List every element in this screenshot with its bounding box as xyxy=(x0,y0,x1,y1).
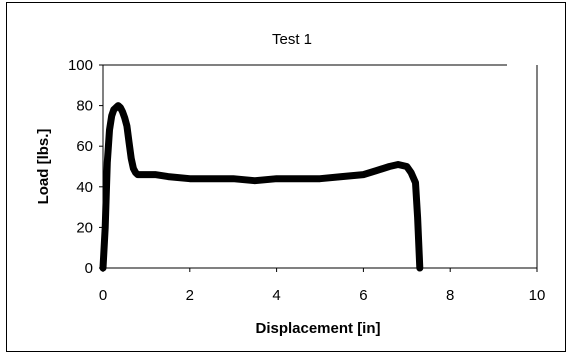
y-tick-label: 60 xyxy=(76,138,93,155)
data-point xyxy=(108,128,111,132)
x-tick-label: 0 xyxy=(99,287,107,304)
data-point xyxy=(134,171,137,174)
x-tick-label: 4 xyxy=(272,287,280,304)
y-tick-label: 40 xyxy=(76,179,93,196)
data-point xyxy=(103,226,107,229)
data-point xyxy=(210,177,213,180)
data-point xyxy=(396,163,400,166)
data-point xyxy=(123,116,126,119)
chart-title: Test 1 xyxy=(272,31,312,48)
data-point xyxy=(112,108,116,111)
data-point xyxy=(416,216,419,219)
data-point xyxy=(127,140,131,144)
data-point xyxy=(375,169,378,172)
data-point xyxy=(136,173,139,176)
data-point xyxy=(414,181,417,184)
data-point xyxy=(340,175,343,178)
data-point xyxy=(106,161,109,164)
data-point xyxy=(253,179,257,182)
y-axis-label: Load [lbs.] xyxy=(35,129,52,205)
data-point xyxy=(318,177,322,180)
data-point xyxy=(119,106,122,109)
data-point xyxy=(362,173,365,176)
y-tick-label: 0 xyxy=(85,260,93,277)
chart-frame: Test 1 0 2 4 6 8 10 0 20 40 60 80 100 Displacement … xyxy=(6,2,566,352)
x-tick-label: 6 xyxy=(359,287,367,304)
data-point xyxy=(232,177,235,180)
y-tick-label: 20 xyxy=(76,219,93,236)
data-point xyxy=(409,171,413,174)
data-point xyxy=(145,173,148,176)
data-point xyxy=(101,266,105,270)
data-point xyxy=(125,124,129,128)
data-point xyxy=(114,106,118,109)
data-point xyxy=(110,114,113,117)
data-point xyxy=(297,177,300,180)
data-point xyxy=(405,165,408,168)
data-point xyxy=(275,177,278,180)
data-point xyxy=(121,110,124,113)
data-point xyxy=(132,167,135,170)
y-tick-label: 80 xyxy=(76,98,93,115)
series-layer xyxy=(99,102,424,272)
data-point xyxy=(153,173,157,176)
data-point xyxy=(188,177,191,180)
series-line xyxy=(99,102,424,272)
x-tick-label: 2 xyxy=(186,287,194,304)
data-point xyxy=(388,165,391,168)
data-point xyxy=(418,266,422,270)
x-axis-label: Displacement [in] xyxy=(255,320,380,337)
x-tick-label: 8 xyxy=(446,287,454,304)
data-point xyxy=(130,157,133,160)
axes xyxy=(99,64,538,272)
x-tick-label: 10 xyxy=(529,287,546,304)
data-point xyxy=(116,104,120,107)
y-tick-label: 100 xyxy=(68,57,93,74)
data-point xyxy=(166,175,170,178)
data-point xyxy=(140,173,144,176)
